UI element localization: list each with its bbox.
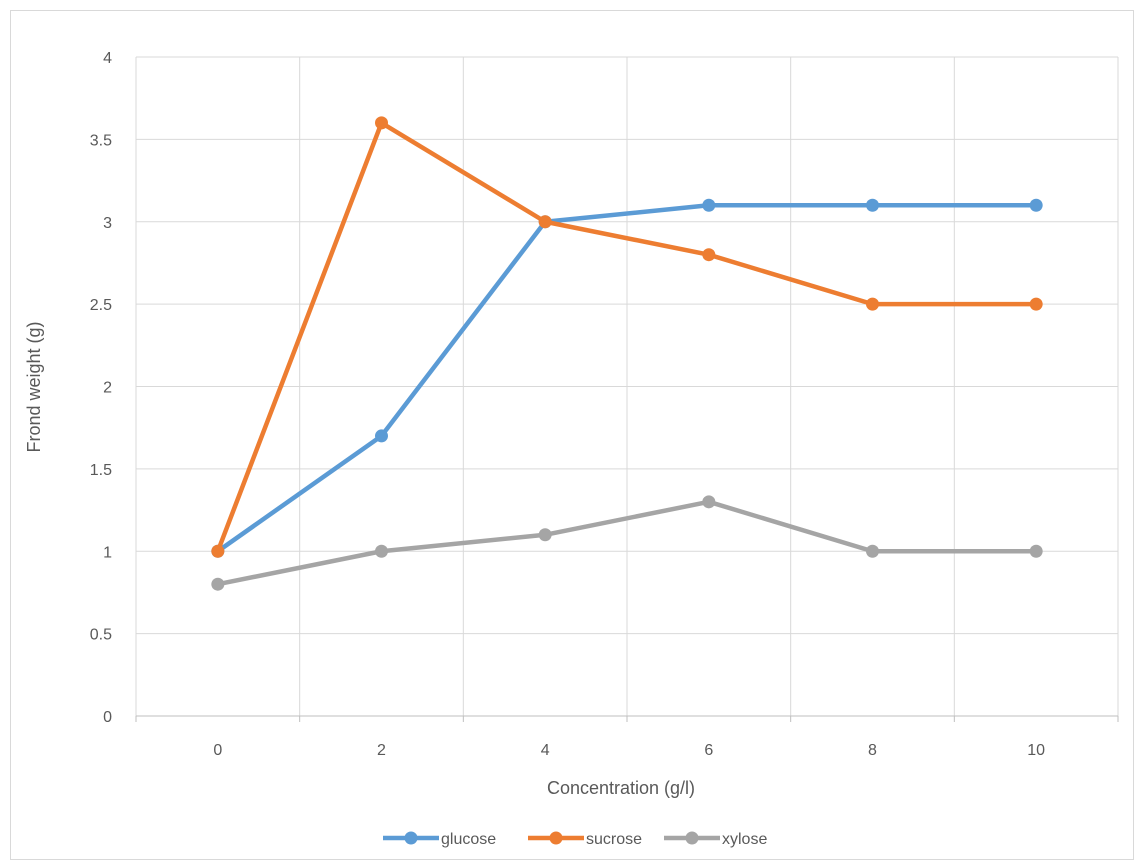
legend-marker <box>549 831 563 845</box>
y-tick-label: 3.5 <box>90 132 112 149</box>
data-point-xylose <box>1029 544 1043 558</box>
series-lines <box>211 116 1043 591</box>
y-tick-label: 1.5 <box>90 462 112 479</box>
x-tick-label: 8 <box>868 742 877 759</box>
x-tick-label: 0 <box>213 742 222 759</box>
data-point-sucrose <box>211 544 225 558</box>
x-tick-label: 4 <box>541 742 550 759</box>
legend-marker <box>404 831 418 845</box>
series-line-sucrose <box>215 120 1039 554</box>
legend-label: glucose <box>441 831 496 848</box>
legend-item-glucose: glucose <box>383 831 496 848</box>
y-tick-labels: 0 0.5 1 1.5 2 2.5 3 3.5 4 <box>90 50 112 726</box>
data-point-glucose <box>702 198 716 212</box>
series-sucrose <box>211 116 1043 558</box>
chart-area <box>10 10 1134 860</box>
series-xylose <box>211 495 1043 591</box>
y-tick-label: 2 <box>103 380 112 397</box>
axes <box>135 715 1119 722</box>
y-tick-label: 1 <box>103 544 112 561</box>
y-tick-label: 4 <box>103 50 112 67</box>
x-tick-label: 2 <box>377 742 386 759</box>
data-point-sucrose <box>538 215 552 229</box>
series-line-xylose <box>215 499 1039 587</box>
x-axis-title: Concentration (g/l) <box>547 778 695 798</box>
data-point-sucrose <box>866 297 879 311</box>
data-point-xylose <box>538 528 552 542</box>
y-tick-label: 0.5 <box>90 627 112 644</box>
series-line-glucose <box>215 203 1039 554</box>
data-point-xylose <box>375 544 388 558</box>
data-point-sucrose <box>702 248 716 262</box>
legend-item-xylose: xylose <box>664 831 767 848</box>
x-tick-label: 10 <box>1027 742 1045 759</box>
data-point-glucose <box>375 429 388 443</box>
x-tick-labels: 0 2 4 6 8 10 <box>213 742 1045 759</box>
data-point-glucose <box>866 198 879 212</box>
y-tick-label: 0 <box>103 709 112 726</box>
data-point-sucrose <box>375 116 388 130</box>
legend-label: sucrose <box>586 831 642 848</box>
data-point-xylose <box>702 495 716 509</box>
y-axis-title: Frond weight (g) <box>24 321 44 452</box>
legend: glucose sucrose xylose <box>383 831 767 848</box>
legend-label: xylose <box>722 831 767 848</box>
gridlines <box>135 56 1119 716</box>
y-tick-label: 2.5 <box>90 297 112 314</box>
data-point-xylose <box>866 544 879 558</box>
legend-item-sucrose: sucrose <box>528 831 642 848</box>
data-point-sucrose <box>1029 297 1043 311</box>
legend-marker <box>685 831 699 845</box>
y-tick-label: 3 <box>103 215 112 232</box>
x-tick-label: 6 <box>704 742 713 759</box>
data-point-glucose <box>1029 198 1043 212</box>
data-point-xylose <box>211 577 225 591</box>
